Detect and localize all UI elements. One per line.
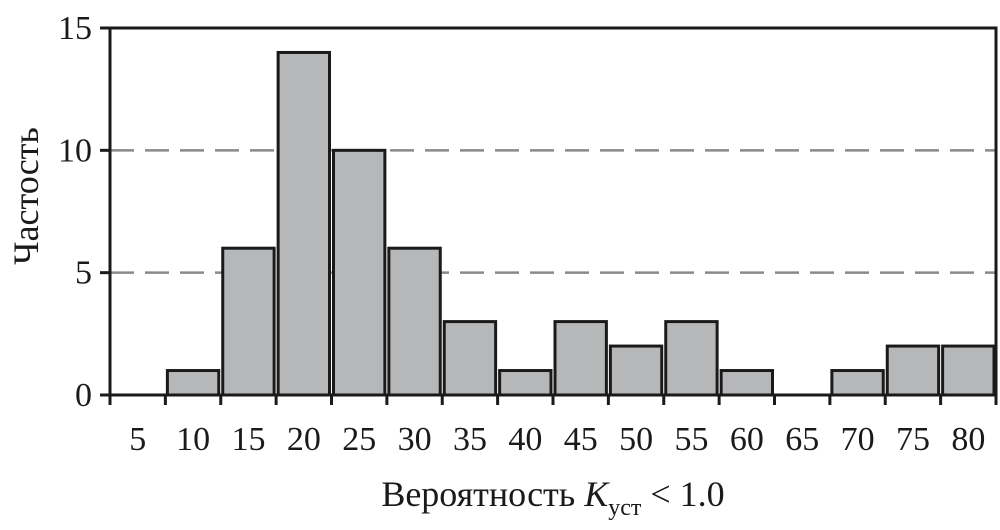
x-tick-label-75: 75 xyxy=(896,421,930,458)
x-tick-label-30: 30 xyxy=(398,421,432,458)
y-tick-label-15: 15 xyxy=(58,10,92,47)
bar-60 xyxy=(719,369,774,397)
y-tick-label-10: 10 xyxy=(58,132,92,169)
x-tick-label-65: 65 xyxy=(785,421,819,458)
x-tick-label-20: 20 xyxy=(287,421,321,458)
bar-55 xyxy=(664,320,719,397)
bar-15 xyxy=(221,246,276,397)
x-tick-label-15: 15 xyxy=(231,421,265,458)
x-tick-label-55: 55 xyxy=(674,421,708,458)
bar-layer xyxy=(165,50,996,397)
x-tick-label-40: 40 xyxy=(508,421,542,458)
x-tick-label-10: 10 xyxy=(176,421,210,458)
y-axis-title: Частость xyxy=(6,127,46,265)
x-axis-title-suffix: < 1.0 xyxy=(641,474,724,514)
bar-80 xyxy=(941,344,996,397)
x-axis-title-subscript: уст xyxy=(608,495,642,521)
bar-50 xyxy=(608,344,664,397)
axis-layer xyxy=(100,26,998,405)
bar-10 xyxy=(165,369,221,397)
y-tick-labels: 0 5 10 15 xyxy=(58,10,92,414)
bar-70 xyxy=(830,369,885,397)
bar-75 xyxy=(885,344,941,397)
x-tick-label-80: 80 xyxy=(951,421,985,458)
x-tick-label-50: 50 xyxy=(619,421,653,458)
bar-40 xyxy=(498,369,553,397)
bar-35 xyxy=(442,320,498,397)
x-tick-label-25: 25 xyxy=(342,421,376,458)
x-tick-label-5: 5 xyxy=(129,421,146,458)
x-axis-title-prefix: Вероятность xyxy=(381,474,584,514)
x-axis-title-variable: K xyxy=(583,474,610,514)
bar-30 xyxy=(387,246,442,397)
y-tick-label-5: 5 xyxy=(75,255,92,292)
bar-25 xyxy=(332,148,387,397)
x-tick-label-70: 70 xyxy=(841,421,875,458)
x-axis-title: Вероятность Kуст < 1.0 xyxy=(381,474,724,521)
x-tick-label-60: 60 xyxy=(730,421,764,458)
y-tick-label-0: 0 xyxy=(75,377,92,414)
bar-45 xyxy=(553,320,608,397)
x-tick-label-35: 35 xyxy=(453,421,487,458)
bar-20 xyxy=(276,50,331,397)
x-tick-label-45: 45 xyxy=(564,421,598,458)
x-tick-labels: 5 10 15 20 25 30 35 40 45 50 55 60 65 70 75 80 xyxy=(129,421,985,458)
